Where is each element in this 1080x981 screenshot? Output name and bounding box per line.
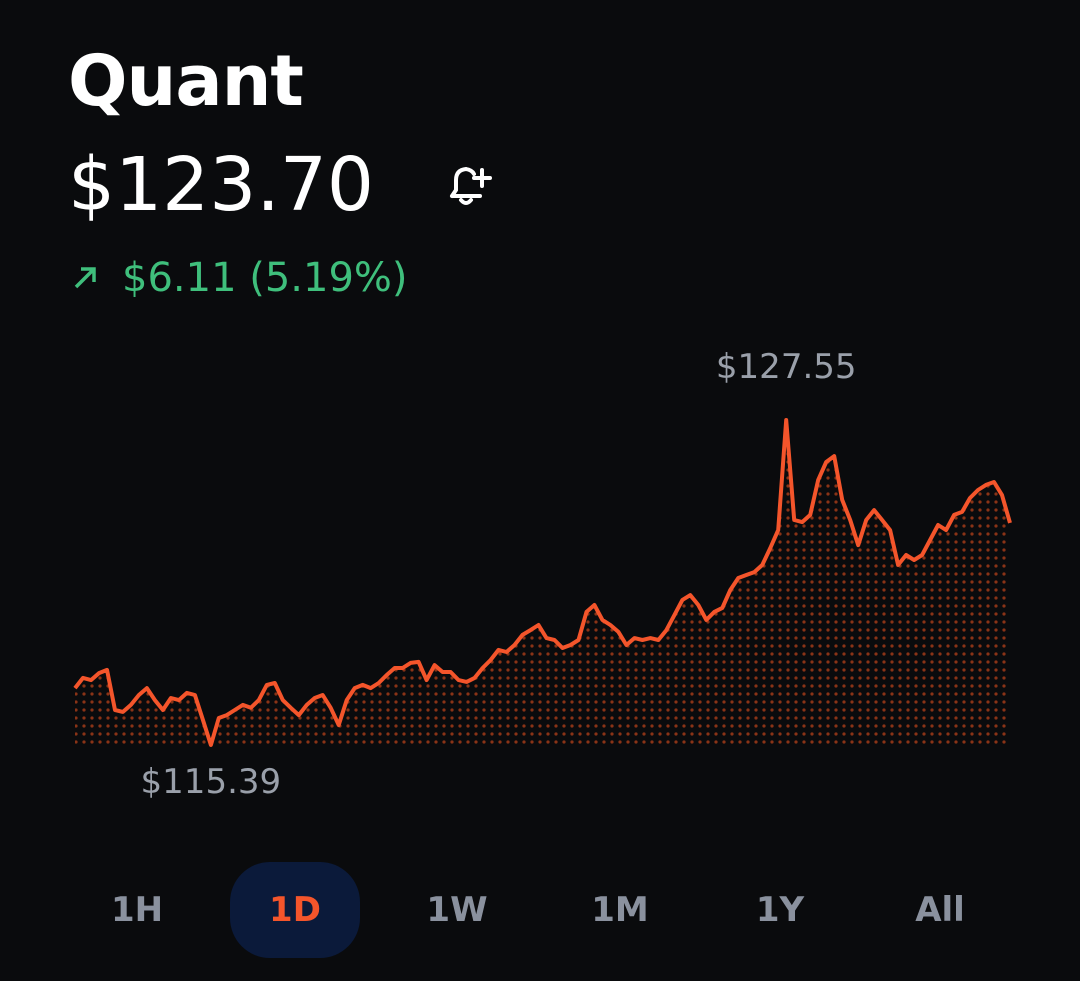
- range-tab[interactable]: 1D: [230, 862, 360, 958]
- extreme-label: $115.39: [141, 762, 282, 802]
- range-tabs: 1H 1D 1W 1M 1Y All: [0, 862, 1080, 958]
- price-line: [73, 418, 1012, 747]
- range-tab[interactable]: 1W: [392, 862, 522, 958]
- price-change: $6.11 (5.19%): [70, 255, 408, 301]
- area-fill: [75, 420, 1010, 747]
- alert-bell-button[interactable]: [444, 162, 494, 208]
- extreme-label: $127.55: [716, 347, 857, 387]
- range-tab[interactable]: 1H: [72, 862, 202, 958]
- asset-price: $123.70: [68, 142, 375, 228]
- up-arrow-icon: [74, 267, 96, 289]
- change-text: $6.11 (5.19%): [122, 255, 408, 301]
- price-chart: $115.39 $127.55: [73, 347, 1012, 802]
- asset-title: Quant: [68, 40, 304, 122]
- range-tab[interactable]: 1Y: [715, 862, 845, 958]
- range-tab[interactable]: 1M: [555, 862, 685, 958]
- range-tab[interactable]: All: [875, 862, 1005, 958]
